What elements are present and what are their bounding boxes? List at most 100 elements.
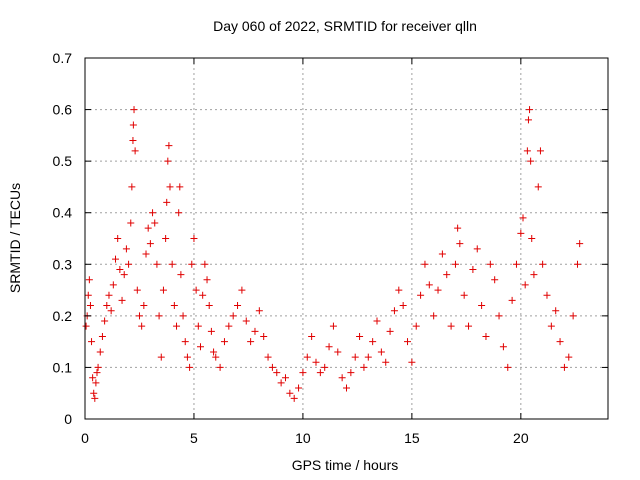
data-point-0-62 <box>192 286 200 294</box>
data-point-0-4 <box>86 302 94 310</box>
data-point-0-16 <box>105 291 113 299</box>
y-tick-label-6: 0.6 <box>53 102 73 118</box>
x-tick-labels: 0 5 10 15 20 <box>81 430 529 446</box>
data-point-0-125 <box>447 322 455 330</box>
data-point-0-159 <box>565 353 573 361</box>
x-tick-label-4: 20 <box>513 430 529 446</box>
data-point-0-134 <box>482 332 490 340</box>
data-point-0-59 <box>186 363 194 371</box>
data-point-0-133 <box>478 302 486 310</box>
data-point-0-99 <box>334 348 342 356</box>
data-point-0-118 <box>417 291 425 299</box>
data-point-0-43 <box>157 353 165 361</box>
data-point-0-90 <box>295 384 303 392</box>
data-point-0-58 <box>183 353 191 361</box>
data-point-0-115 <box>404 338 412 346</box>
data-point-0-57 <box>181 338 189 346</box>
data-point-0-51 <box>170 302 178 310</box>
data-point-0-6 <box>89 374 97 382</box>
data-point-0-65 <box>199 291 207 299</box>
data-point-0-22 <box>118 296 126 304</box>
data-point-0-138 <box>499 343 507 351</box>
data-point-0-156 <box>552 307 560 315</box>
data-point-0-107 <box>369 338 377 346</box>
data-point-0-76 <box>234 302 242 310</box>
data-point-0-80 <box>251 327 259 335</box>
data-point-0-75 <box>229 312 237 320</box>
x-tick-label-0: 0 <box>81 430 89 446</box>
data-point-0-48 <box>165 142 173 150</box>
data-point-0-139 <box>504 363 512 371</box>
data-point-0-23 <box>120 271 128 279</box>
y-axis-label: SRMTID / TECUs <box>7 183 23 293</box>
data-point-0-20 <box>114 235 122 242</box>
data-point-0-157 <box>556 338 564 346</box>
data-point-0-78 <box>242 317 250 325</box>
data-point-0-34 <box>138 322 146 330</box>
data-point-0-2 <box>84 291 92 299</box>
data-point-0-13 <box>98 332 106 340</box>
data-point-0-72 <box>216 363 224 371</box>
data-point-0-135 <box>486 260 494 268</box>
data-point-0-82 <box>260 332 268 340</box>
data-point-0-106 <box>364 353 372 361</box>
data-point-0-104 <box>356 332 364 340</box>
data-point-0-67 <box>203 276 211 284</box>
data-point-0-149 <box>528 235 536 242</box>
data-point-0-144 <box>521 281 529 289</box>
data-point-0-74 <box>225 322 233 330</box>
data-point-0-92 <box>303 353 311 361</box>
data-point-0-33 <box>135 312 143 320</box>
chart-title: Day 060 of 2022, SRMTID for receiver qll… <box>213 18 477 34</box>
data-point-0-40 <box>151 219 159 227</box>
data-point-0-17 <box>107 307 115 315</box>
data-point-0-137 <box>495 312 503 320</box>
data-point-0-53 <box>175 209 183 217</box>
data-point-0-132 <box>473 245 481 253</box>
data-point-0-42 <box>155 312 163 320</box>
data-point-0-61 <box>190 235 198 242</box>
data-point-0-161 <box>573 260 581 268</box>
data-point-0-21 <box>116 265 124 273</box>
data-point-0-108 <box>373 317 381 325</box>
data-point-0-152 <box>536 147 544 155</box>
data-point-0-56 <box>179 312 187 320</box>
data-point-0-110 <box>382 358 390 366</box>
data-point-0-15 <box>103 302 111 310</box>
data-point-0-130 <box>465 322 473 330</box>
data-point-0-84 <box>268 363 276 371</box>
data-point-0-46 <box>163 198 171 206</box>
data-point-0-151 <box>534 183 542 191</box>
data-point-0-83 <box>264 353 272 361</box>
data-point-0-96 <box>321 363 329 371</box>
plot-frame <box>84 57 609 420</box>
x-axis-label: GPS time / hours <box>292 457 399 473</box>
data-layer <box>82 106 584 402</box>
data-point-0-158 <box>560 363 568 371</box>
data-point-0-25 <box>125 260 133 268</box>
data-point-0-73 <box>220 338 228 346</box>
data-point-0-60 <box>188 260 196 268</box>
data-point-0-142 <box>517 229 525 237</box>
data-point-0-50 <box>168 260 176 268</box>
data-point-0-127 <box>454 224 462 232</box>
data-point-0-47 <box>164 157 172 165</box>
data-point-0-129 <box>460 291 468 299</box>
x-tick-label-1: 5 <box>190 430 198 446</box>
y-tick-labels: 0 0.1 0.2 0.3 0.4 0.5 0.6 0.7 <box>53 50 73 427</box>
data-point-0-32 <box>133 286 141 294</box>
data-point-0-113 <box>395 286 403 294</box>
data-point-0-93 <box>308 332 316 340</box>
data-point-0-98 <box>329 322 337 330</box>
data-point-0-112 <box>390 307 398 315</box>
data-point-0-131 <box>469 265 477 273</box>
data-point-0-19 <box>112 255 120 263</box>
data-point-0-114 <box>399 302 407 310</box>
data-point-0-116 <box>408 358 416 366</box>
data-point-0-155 <box>547 322 555 330</box>
data-point-0-14 <box>101 317 109 325</box>
data-point-0-162 <box>576 240 584 248</box>
y-tick-label-5: 0.5 <box>53 153 73 169</box>
y-tick-label-2: 0.2 <box>53 308 73 324</box>
